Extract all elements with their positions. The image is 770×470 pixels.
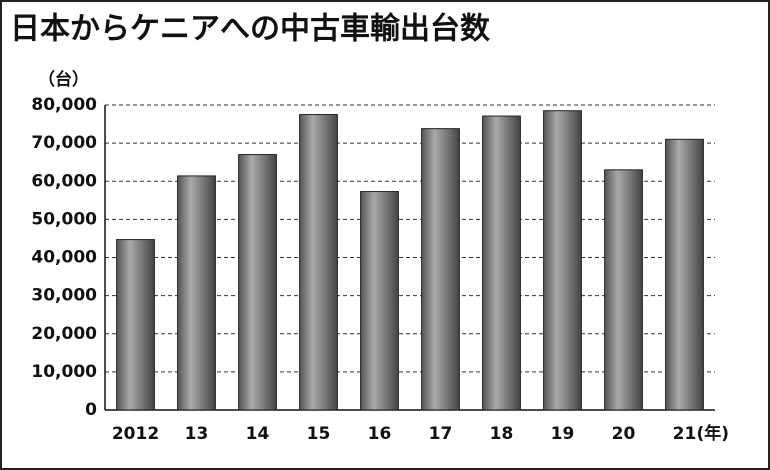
y-unit: （台） (38, 69, 89, 90)
x-unit: (年) (697, 423, 730, 444)
bar (238, 154, 277, 411)
bar (116, 239, 155, 411)
y-tick-label: 20,000 (31, 324, 97, 344)
x-tick-label: 2012 (112, 424, 159, 444)
y-tick-label: 80,000 (31, 95, 97, 115)
x-tick-label: 19 (551, 424, 575, 444)
y-tick-label: 40,000 (31, 248, 97, 268)
bar (421, 128, 460, 411)
bar (604, 169, 643, 411)
bar (543, 110, 582, 411)
bar (299, 114, 338, 411)
y-tick-label: 0 (85, 400, 97, 420)
x-tick-label: 14 (246, 424, 270, 444)
y-tick-label: 60,000 (31, 171, 97, 191)
y-tick-label: 50,000 (31, 209, 97, 229)
x-tick-label: 17 (429, 424, 453, 444)
x-tick-label: 13 (185, 424, 209, 444)
chart-title: 日本からケニアへの中古車輸出台数 (10, 12, 491, 47)
y-tick-label: 70,000 (31, 133, 97, 153)
x-tick-label: 15 (307, 424, 331, 444)
bar (177, 175, 216, 411)
bar (482, 115, 521, 411)
bar (360, 191, 399, 411)
x-tick-label: 21 (673, 424, 697, 444)
x-tick-label: 20 (612, 424, 636, 444)
x-tick-label: 18 (490, 424, 514, 444)
x-tick-label: 16 (368, 424, 392, 444)
bar (665, 138, 704, 411)
y-tick-label: 30,000 (31, 286, 97, 306)
y-tick-label: 10,000 (31, 362, 97, 382)
